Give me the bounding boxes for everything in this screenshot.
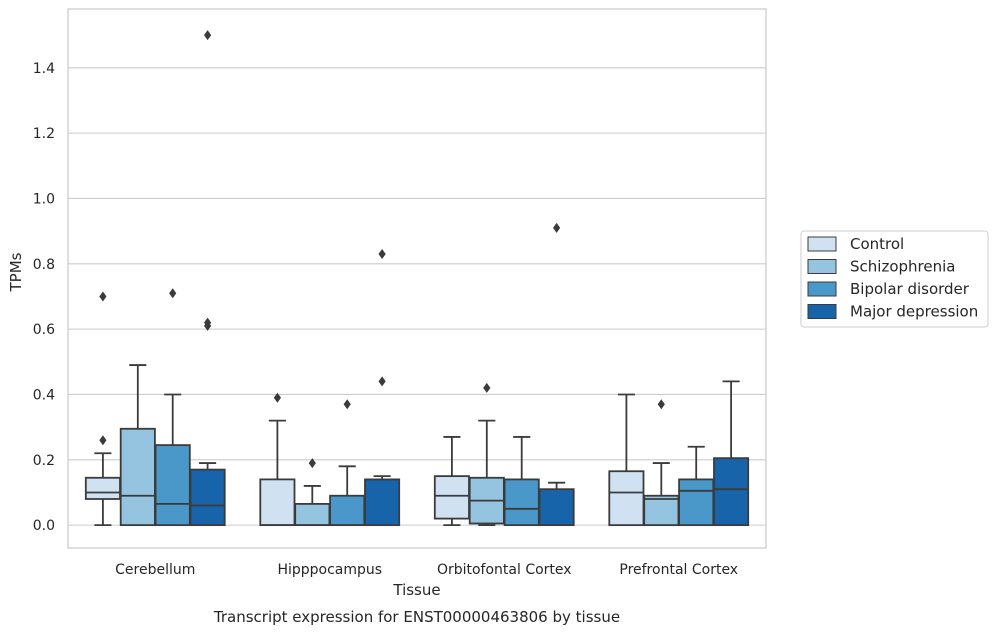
- outlier-marker: [99, 435, 107, 446]
- plot-area-frame: [67, 8, 767, 549]
- box-body: [538, 488, 575, 527]
- x-tick-label: Cerebellum: [115, 562, 195, 578]
- box-body: [364, 478, 401, 527]
- x-tick-label: Hipppocampus: [277, 562, 382, 578]
- legend-frame: [800, 230, 989, 328]
- legend-swatch: [807, 259, 837, 274]
- box-body: [329, 494, 366, 527]
- box-body: [503, 478, 540, 527]
- x-axis-title: Tissue: [392, 581, 440, 599]
- y-tick-labels: 0.0 0.2 0.4 0.6 0.8 1.0 1.2 1.4: [33, 61, 55, 534]
- legend-label: Major depression: [850, 303, 978, 321]
- legend-swatch: [807, 236, 837, 252]
- box-body: [678, 478, 715, 527]
- box-1-0: [259, 392, 296, 527]
- outlier-marker: [657, 399, 665, 410]
- box-0-3: [189, 30, 226, 527]
- box-body: [189, 468, 226, 527]
- outlier-marker: [169, 288, 177, 299]
- legend-label: Schizophrenia: [850, 258, 955, 276]
- box-body: [294, 502, 331, 527]
- outlier-marker: [204, 317, 212, 328]
- legend-swatch: [807, 304, 837, 319]
- box-0-1: [119, 364, 156, 527]
- box-2-2: [503, 436, 540, 527]
- box-2-1: [468, 382, 505, 527]
- outlier-marker: [343, 399, 351, 410]
- box-2-3: [538, 222, 575, 527]
- box-body: [84, 476, 121, 500]
- box-body: [119, 427, 156, 527]
- outlier-marker: [204, 30, 212, 41]
- legend-label: Bipolar disorder: [850, 280, 970, 298]
- box-0-2: [154, 288, 191, 527]
- chart-caption: Transcript expression for ENST0000046380…: [213, 608, 620, 626]
- outlier-marker: [553, 222, 561, 233]
- box-1-2: [329, 399, 366, 527]
- x-tick-labels: Cerebellum Hipppocampus Orbitofontal Corte…: [115, 562, 738, 578]
- legend-items: Control Schizophrenia Bipolar disorder Majo…: [807, 235, 978, 321]
- outlier-marker: [308, 458, 316, 469]
- box-body: [608, 470, 645, 527]
- y-tick-label: 0.8: [33, 257, 55, 273]
- box-series: [84, 30, 750, 527]
- y-axis-title: TPMs: [7, 252, 25, 292]
- x-tick-label: Orbitofontal Cortex: [437, 562, 572, 578]
- box-body: [259, 478, 296, 527]
- box-body: [643, 494, 680, 527]
- box-3-2: [678, 445, 715, 527]
- legend: Control Schizophrenia Bipolar disorder Majo…: [800, 230, 989, 328]
- box-1-3: [364, 249, 401, 527]
- y-tick-label: 0.4: [33, 387, 55, 403]
- legend-label: Control: [850, 235, 904, 253]
- y-tick-label: 0.6: [33, 322, 55, 338]
- outlier-marker: [99, 291, 107, 302]
- box-body: [713, 457, 750, 527]
- box-body: [433, 475, 470, 520]
- x-tick-label: Prefrontal Cortex: [619, 562, 738, 578]
- outlier-marker: [378, 376, 386, 387]
- outlier-marker: [378, 249, 386, 259]
- y-tick-label: 0.0: [33, 518, 55, 534]
- box-3-1: [643, 399, 680, 527]
- box-1-1: [294, 458, 331, 527]
- box-3-3: [713, 380, 750, 527]
- y-tick-label: 0.2: [33, 453, 55, 469]
- y-tick-label: 1.2: [33, 126, 55, 142]
- y-tick-label: 1.4: [33, 61, 55, 77]
- y-tick-label: 1.0: [33, 191, 55, 207]
- box-0-0: [84, 291, 121, 527]
- legend-swatch: [807, 281, 837, 297]
- box-2-0: [433, 436, 470, 527]
- outlier-marker: [273, 392, 281, 403]
- box-body: [154, 444, 191, 527]
- outlier-marker: [483, 382, 491, 393]
